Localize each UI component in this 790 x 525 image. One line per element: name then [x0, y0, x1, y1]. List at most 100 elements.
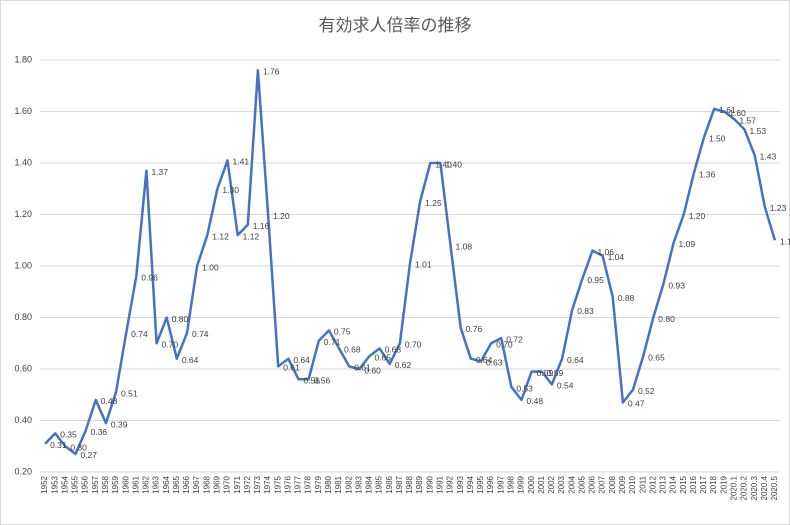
data-label: 0.75 [334, 327, 351, 337]
data-label: 1.37 [151, 167, 168, 177]
data-label: 0.80 [658, 314, 675, 324]
x-tick-label: 2006 [588, 475, 597, 493]
x-tick-label: 2020.5 [770, 475, 779, 500]
x-tick-label: 2020.4 [760, 475, 769, 500]
data-label: 0.68 [385, 345, 402, 355]
data-label: 0.39 [111, 419, 128, 429]
x-tick-label: 2012 [648, 475, 657, 493]
data-label: 1.00 [202, 262, 219, 272]
data-label: 0.51 [121, 388, 138, 398]
x-tick-label: 2011 [638, 475, 647, 493]
data-label: 0.48 [527, 396, 544, 406]
data-label: 0.74 [131, 329, 148, 339]
data-label: 0.96 [141, 273, 158, 283]
data-label: 1.25 [425, 198, 442, 208]
data-label: 0.36 [91, 427, 108, 437]
x-tick-label: 1960 [121, 475, 130, 493]
data-label: 0.52 [638, 386, 655, 396]
data-label: 1.20 [273, 211, 290, 221]
x-tick-label: 1997 [496, 475, 505, 493]
data-label: 0.61 [283, 363, 300, 373]
x-tick-label: 2009 [618, 475, 627, 493]
data-label: 0.62 [395, 360, 412, 370]
data-label: 1.36 [699, 170, 716, 180]
data-label: 0.65 [374, 352, 391, 362]
x-tick-label: 1968 [202, 475, 211, 493]
data-label: 0.27 [80, 450, 97, 460]
x-tick-label: 2001 [537, 475, 546, 493]
data-label: 0.63 [486, 358, 503, 368]
data-label: 1.16 [253, 221, 270, 231]
data-label: 1.04 [608, 252, 625, 262]
data-label: 1.61 [719, 105, 736, 115]
line-series [44, 69, 777, 456]
data-label: 1.23 [770, 203, 787, 213]
x-tick-label: 1970 [223, 475, 232, 493]
x-tick-label: 1979 [314, 475, 323, 493]
data-label: 1.43 [760, 152, 777, 162]
x-tick-label: 2020.1 [729, 475, 738, 500]
data-label: 0.83 [577, 306, 594, 316]
x-tick-label: 1962 [142, 475, 151, 493]
data-label: 0.71 [324, 337, 341, 347]
data-label: 0.65 [648, 352, 665, 362]
x-tick-label: 1987 [395, 475, 404, 493]
data-label: 1.10 [780, 237, 790, 247]
data-label: 1.09 [679, 239, 696, 249]
x-tick-label: 1980 [324, 475, 333, 493]
data-label: 0.64 [293, 355, 310, 365]
data-label: 1.40 [435, 159, 452, 169]
data-label: 0.74 [192, 329, 209, 339]
x-tick-label: 1971 [233, 475, 242, 493]
x-tick-label: 1996 [486, 475, 495, 493]
data-label: 1.12 [243, 231, 260, 241]
x-tick-label: 1965 [172, 475, 181, 493]
x-tick-label: 2017 [699, 475, 708, 493]
x-tick-label: 1972 [243, 475, 252, 493]
data-label: 1.60 [729, 108, 746, 118]
y-tick-label: 1.60 [14, 106, 32, 116]
x-tick-label: 1995 [476, 475, 485, 493]
x-tick-label: 2013 [659, 475, 668, 493]
x-tick-label: 1955 [71, 475, 80, 493]
x-tick-label: 2002 [547, 475, 556, 493]
data-label: 0.59 [537, 368, 554, 378]
x-tick-label: 1966 [182, 475, 191, 493]
data-label: 1.57 [739, 115, 756, 125]
x-tick-label: 1954 [60, 475, 69, 493]
y-tick-label: 0.60 [14, 363, 32, 373]
data-label: 0.59 [547, 368, 564, 378]
data-label: 1.20 [689, 211, 706, 221]
data-label: 1.01 [415, 260, 432, 270]
y-tick-label: 0.40 [14, 415, 32, 425]
x-tick-label: 1983 [354, 475, 363, 493]
data-label: 1.50 [709, 134, 726, 144]
data-label: 0.47 [628, 399, 645, 409]
data-label: 0.31 [50, 440, 67, 450]
x-tick-label: 2004 [567, 475, 576, 493]
x-tick-label: 1991 [436, 475, 445, 493]
x-tick-label: 1984 [365, 475, 374, 493]
y-tick-label: 1.20 [14, 209, 32, 219]
data-label: 0.76 [466, 324, 483, 334]
data-label: 1.40 [445, 159, 462, 169]
data-label: 0.56 [314, 376, 331, 386]
x-tick-label: 2010 [628, 475, 637, 493]
x-tick-label: 2016 [689, 475, 698, 493]
y-tick-label: 0.80 [14, 312, 32, 322]
x-tick-label: 1958 [101, 475, 110, 493]
x-tick-label: 1992 [446, 475, 455, 493]
x-tick-label: 1981 [334, 475, 343, 493]
data-label: 1.08 [456, 242, 473, 252]
x-tick-label: 1956 [81, 475, 90, 493]
x-tick-label: 2019 [719, 475, 728, 493]
x-tick-label: 2018 [709, 475, 718, 493]
data-label: 0.64 [476, 355, 493, 365]
x-tick-label: 1989 [415, 475, 424, 493]
data-label: 0.72 [506, 334, 523, 344]
data-label: 1.06 [597, 247, 614, 257]
x-tick-label: 1985 [375, 475, 384, 493]
data-label: 0.61 [354, 363, 371, 373]
data-label: 0.70 [162, 340, 179, 350]
x-tick-label: 1952 [40, 475, 49, 493]
